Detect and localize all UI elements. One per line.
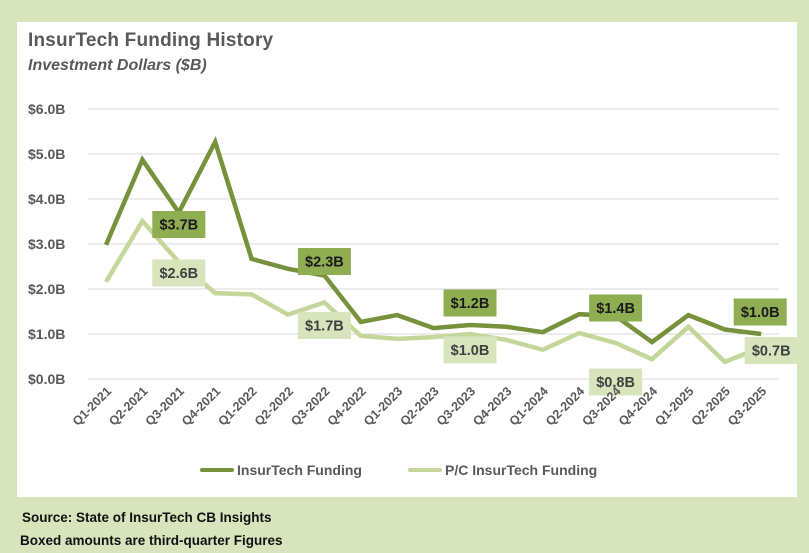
legend-item-insurtech: InsurTech Funding bbox=[200, 462, 362, 478]
x-tick-label: Q4-2023 bbox=[470, 384, 514, 428]
pc-insurtech-funding-line bbox=[104, 217, 763, 365]
x-tick-label: Q1-2023 bbox=[361, 384, 405, 428]
x-tick-label: Q4-2021 bbox=[179, 384, 223, 428]
x-tick-label: Q2-2024 bbox=[543, 384, 587, 428]
data-label-box bbox=[152, 259, 206, 287]
y-tick-label: $6.0B bbox=[28, 101, 65, 117]
data-label: $1.0B bbox=[451, 343, 490, 359]
x-tick-label: Q3-2021 bbox=[143, 384, 187, 428]
data-label: $1.4B bbox=[596, 301, 635, 317]
chart-title: InsurTech Funding History bbox=[28, 30, 274, 51]
data-label-box bbox=[589, 294, 643, 322]
source-note: Source: State of InsurTech CB Insights bbox=[22, 510, 272, 525]
y-tick-label: $2.0B bbox=[28, 281, 65, 297]
x-tick-label: Q1-2021 bbox=[70, 384, 114, 428]
x-tick-label: Q2-2022 bbox=[252, 384, 296, 428]
data-label: $2.6B bbox=[159, 266, 198, 282]
data-label-box bbox=[744, 337, 798, 364]
data-label: $2.3B bbox=[305, 255, 344, 271]
data-label-box bbox=[443, 289, 497, 317]
legend-item-pc-insurtech: P/C InsurTech Funding bbox=[408, 462, 597, 478]
data-label: $3.7B bbox=[159, 218, 198, 234]
x-tick-label: Q3-2023 bbox=[434, 384, 478, 428]
x-tick-label: Q1-2024 bbox=[507, 384, 551, 428]
data-label-box bbox=[733, 298, 787, 326]
y-tick-label: $5.0B bbox=[28, 146, 65, 162]
legend-label-pc-insurtech: P/C InsurTech Funding bbox=[445, 462, 598, 478]
boxed-amounts-note: Boxed amounts are third-quarter Figures bbox=[20, 533, 283, 548]
data-label: $1.7B bbox=[305, 319, 344, 335]
x-tick-label: Q2-2023 bbox=[397, 384, 441, 428]
data-label-box bbox=[297, 312, 351, 339]
legend-swatch-insurtech bbox=[200, 468, 234, 472]
x-tick-label: Q2-2021 bbox=[106, 384, 150, 428]
data-label-box bbox=[443, 336, 497, 364]
y-tick-label: $1.0B bbox=[28, 326, 65, 342]
chart-subtitle: Investment Dollars ($B) bbox=[28, 57, 207, 74]
x-tick-label: Q2-2025 bbox=[689, 384, 733, 428]
data-label: $1.0B bbox=[741, 305, 780, 321]
y-tick-label: $4.0B bbox=[28, 191, 65, 207]
insurtech-funding-line bbox=[103, 135, 762, 345]
data-label-box bbox=[152, 211, 206, 238]
data-label: $1.2B bbox=[451, 296, 490, 312]
data-label-box bbox=[589, 368, 643, 396]
y-tick-label: $3.0B bbox=[28, 236, 65, 252]
x-tick-label: Q3-2022 bbox=[288, 384, 332, 428]
data-label: $0.7B bbox=[752, 344, 791, 360]
legend-swatch-pc-insurtech bbox=[408, 468, 442, 472]
x-tick-label: Q4-2022 bbox=[325, 384, 369, 428]
chart-panel bbox=[17, 22, 797, 497]
y-tick-label: $0.0B bbox=[28, 371, 65, 387]
data-label-box bbox=[297, 248, 351, 275]
x-tick-label: Q3-2025 bbox=[725, 384, 769, 428]
data-label: $0.8B bbox=[596, 375, 635, 391]
legend-label-insurtech: InsurTech Funding bbox=[237, 462, 362, 478]
x-tick-label: Q1-2022 bbox=[215, 384, 259, 428]
x-tick-label: Q1-2025 bbox=[652, 384, 696, 428]
